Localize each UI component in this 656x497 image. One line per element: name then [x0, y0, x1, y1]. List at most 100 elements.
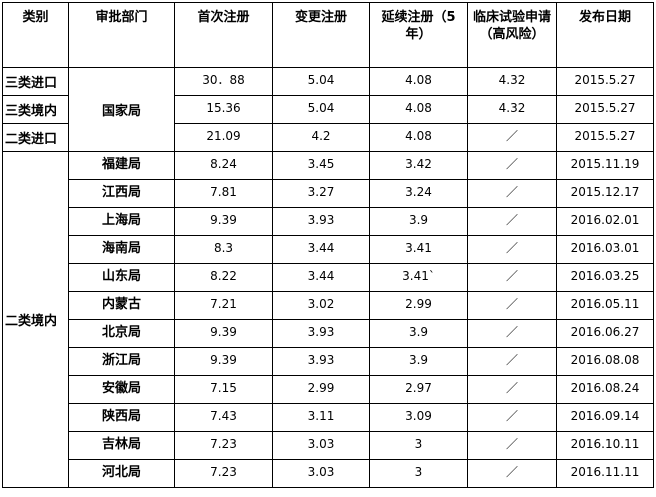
clinical-cell: ／: [467, 263, 557, 292]
renewal-cell: 3.9: [369, 347, 468, 376]
table-row: 吉林局 7.23 3.03 3 ／ 2016.10.11: [3, 431, 654, 460]
change-cell: 3.44: [272, 263, 370, 292]
renewal-cell: 4.08: [369, 123, 468, 152]
change-cell: 3.02: [272, 291, 370, 320]
change-cell: 3.45: [272, 151, 370, 180]
department-cell: 福建局: [68, 151, 175, 180]
first-cell: 8.22: [174, 263, 273, 292]
first-cell: 8.3: [174, 235, 273, 264]
change-cell: 5.04: [272, 67, 370, 96]
date-cell: 2016.03.25: [556, 263, 654, 292]
table-row: 安徽局 7.15 2.99 2.97 ／ 2016.08.24: [3, 375, 654, 404]
table-row: 二类进口 21.09 4.2 4.08 ／ 2015.5.27: [2, 123, 654, 152]
change-cell: 5.04: [272, 95, 370, 124]
first-cell: 9.39: [174, 347, 273, 376]
department-cell: 陕西局: [68, 403, 175, 432]
change-cell: 4.2: [272, 123, 370, 152]
column-header: 类别: [2, 2, 69, 68]
date-cell: 2016.10.11: [556, 431, 654, 460]
renewal-cell: 3.24: [369, 179, 468, 208]
renewal-cell: 2.97: [369, 375, 468, 404]
table-row: 内蒙古 7.21 3.02 2.99 ／ 2016.05.11: [3, 291, 654, 320]
clinical-cell: ／: [467, 235, 557, 264]
first-cell: 21.09: [174, 123, 273, 152]
first-cell: 8.24: [174, 151, 273, 180]
clinical-cell: ／: [467, 123, 557, 152]
date-cell: 2016.02.01: [556, 207, 654, 236]
clinical-cell: ／: [467, 207, 557, 236]
department-cell: 江西局: [68, 179, 175, 208]
renewal-cell: 3.42: [369, 151, 468, 180]
department-cell: 浙江局: [68, 347, 175, 376]
renewal-cell: 3.41: [369, 235, 468, 264]
renewal-cell: 3.9: [369, 207, 468, 236]
column-header: 首次注册: [174, 2, 273, 68]
first-cell: 9.39: [174, 319, 273, 348]
change-cell: 3.11: [272, 403, 370, 432]
category-cell: 三类境内: [2, 95, 69, 124]
renewal-cell: 3: [369, 431, 468, 460]
first-cell: 7.23: [174, 431, 273, 460]
table-row: 三类进口 国家局 30．88 5.04 4.08 4.32 2015.5.27: [2, 67, 654, 152]
date-cell: 2016.11.11: [556, 459, 654, 488]
renewal-cell: 4.08: [369, 67, 468, 96]
column-header: 审批部门: [68, 2, 175, 68]
table-row: 山东局 8.22 3.44 3.41` ／ 2016.03.25: [3, 263, 654, 292]
date-cell: 2015.5.27: [556, 95, 654, 124]
date-cell: 2016.09.14: [556, 403, 654, 432]
table-body: 三类进口 国家局 30．88 5.04 4.08 4.32 2015.5.27 三类境内 15.…: [2, 67, 654, 488]
first-cell: 7.23: [174, 459, 273, 488]
category-cell: 三类进口: [2, 67, 69, 96]
table-row: 陕西局 7.43 3.11 3.09 ／ 2016.09.14: [3, 403, 654, 432]
clinical-cell: ／: [467, 179, 557, 208]
date-cell: 2015.5.27: [556, 123, 654, 152]
table-row: 上海局 9.39 3.93 3.9 ／ 2016.02.01: [3, 207, 654, 236]
date-cell: 2015.12.17: [556, 179, 654, 208]
department-cell: 安徽局: [68, 375, 175, 404]
department-cell: 上海局: [68, 207, 175, 236]
date-cell: 2016.03.01: [556, 235, 654, 264]
header-row: 类别 审批部门 首次注册 变更注册 延续注册（5年） 临床试验申请（高风险） 发布日期: [2, 2, 654, 68]
date-cell: 2015.5.27: [556, 67, 654, 96]
department-cell: 北京局: [68, 319, 175, 348]
clinical-cell: ／: [467, 291, 557, 320]
first-cell: 9.39: [174, 207, 273, 236]
clinical-cell: ／: [467, 151, 557, 180]
first-cell: 30．88: [174, 67, 273, 96]
table-row: 河北局 7.23 3.03 3 ／ 2016.11.11: [3, 459, 654, 488]
column-header: 发布日期: [556, 2, 654, 68]
date-cell: 2015.11.19: [556, 151, 654, 180]
date-cell: 2016.06.27: [556, 319, 654, 348]
clinical-cell: ／: [467, 403, 557, 432]
column-header: 变更注册: [272, 2, 370, 68]
clinical-cell: ／: [467, 375, 557, 404]
renewal-cell: 2.99: [369, 291, 468, 320]
column-header: 临床试验申请（高风险）: [467, 2, 557, 68]
clinical-cell: ／: [467, 431, 557, 460]
change-cell: 3.44: [272, 235, 370, 264]
fee-table: 类别 审批部门 首次注册 变更注册 延续注册（5年） 临床试验申请（高风险） 发布日期 三类…: [2, 2, 654, 488]
department-cell: 吉林局: [68, 431, 175, 460]
change-cell: 3.93: [272, 347, 370, 376]
clinical-cell: ／: [467, 459, 557, 488]
clinical-cell: ／: [467, 319, 557, 348]
renewal-cell: 3.41`: [369, 263, 468, 292]
column-header: 延续注册（5年）: [369, 2, 468, 68]
first-cell: 15.36: [174, 95, 273, 124]
table-row: 江西局 7.81 3.27 3.24 ／ 2015.12.17: [3, 179, 654, 208]
clinical-cell: ／: [467, 347, 557, 376]
department-cell: 国家局: [68, 67, 175, 152]
renewal-cell: 3.9: [369, 319, 468, 348]
change-cell: 3.27: [272, 179, 370, 208]
category-cell: 二类进口: [2, 123, 69, 152]
department-cell: 内蒙古: [68, 291, 175, 320]
table-row: 北京局 9.39 3.93 3.9 ／ 2016.06.27: [3, 319, 654, 348]
date-cell: 2016.08.24: [556, 375, 654, 404]
clinical-cell: 4.32: [467, 95, 557, 124]
change-cell: 3.93: [272, 319, 370, 348]
first-cell: 7.21: [174, 291, 273, 320]
department-cell: 海南局: [68, 235, 175, 264]
renewal-cell: 3.09: [369, 403, 468, 432]
change-cell: 3.93: [272, 207, 370, 236]
first-cell: 7.81: [174, 179, 273, 208]
